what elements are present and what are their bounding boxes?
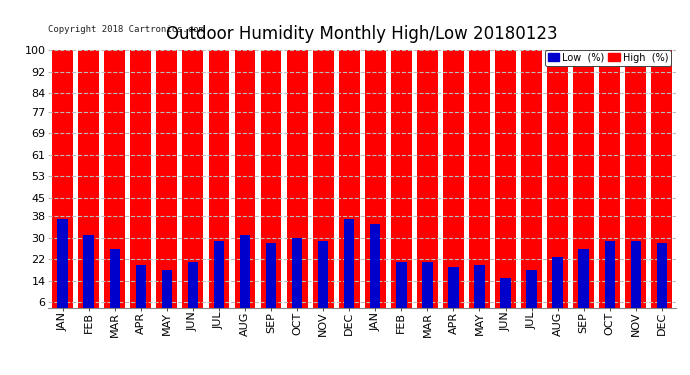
Legend: Low  (%), High  (%): Low (%), High (%) <box>544 50 671 66</box>
Bar <box>208 50 229 318</box>
Bar <box>188 262 198 318</box>
Title: Outdoor Humidity Monthly High/Low 20180123: Outdoor Humidity Monthly High/Low 201801… <box>166 26 558 44</box>
Bar <box>130 50 151 318</box>
Bar <box>78 50 99 318</box>
Bar <box>526 270 537 318</box>
Bar <box>365 50 386 318</box>
Bar <box>266 243 276 318</box>
Bar <box>422 262 433 318</box>
Bar <box>344 219 355 318</box>
Bar <box>286 50 308 318</box>
Bar <box>417 50 438 318</box>
Bar <box>292 238 302 318</box>
Bar <box>261 50 282 318</box>
Bar <box>182 50 204 318</box>
Bar <box>135 265 146 318</box>
Bar <box>604 240 615 318</box>
Bar <box>83 235 94 318</box>
Bar <box>625 50 647 318</box>
Bar <box>157 50 177 318</box>
Bar <box>573 50 594 318</box>
Bar <box>474 265 484 318</box>
Bar <box>521 50 542 318</box>
Bar <box>318 240 328 318</box>
Bar <box>578 249 589 318</box>
Bar <box>553 256 563 318</box>
Bar <box>57 219 68 318</box>
Bar <box>313 50 333 318</box>
Bar <box>443 50 464 318</box>
Bar <box>600 50 620 318</box>
Bar <box>235 50 255 318</box>
Bar <box>370 225 380 318</box>
Bar <box>448 267 459 318</box>
Bar <box>240 235 250 318</box>
Bar <box>547 50 568 318</box>
Bar <box>657 243 667 318</box>
Bar <box>651 50 672 318</box>
Bar <box>500 278 511 318</box>
Bar <box>469 50 490 318</box>
Bar <box>214 240 224 318</box>
Bar <box>104 50 125 318</box>
Bar <box>339 50 359 318</box>
Text: Copyright 2018 Cartronics.com: Copyright 2018 Cartronics.com <box>48 26 204 34</box>
Bar <box>631 240 641 318</box>
Bar <box>495 50 516 318</box>
Bar <box>391 50 412 318</box>
Bar <box>110 249 120 318</box>
Bar <box>161 270 172 318</box>
Bar <box>52 50 73 318</box>
Bar <box>396 262 406 318</box>
